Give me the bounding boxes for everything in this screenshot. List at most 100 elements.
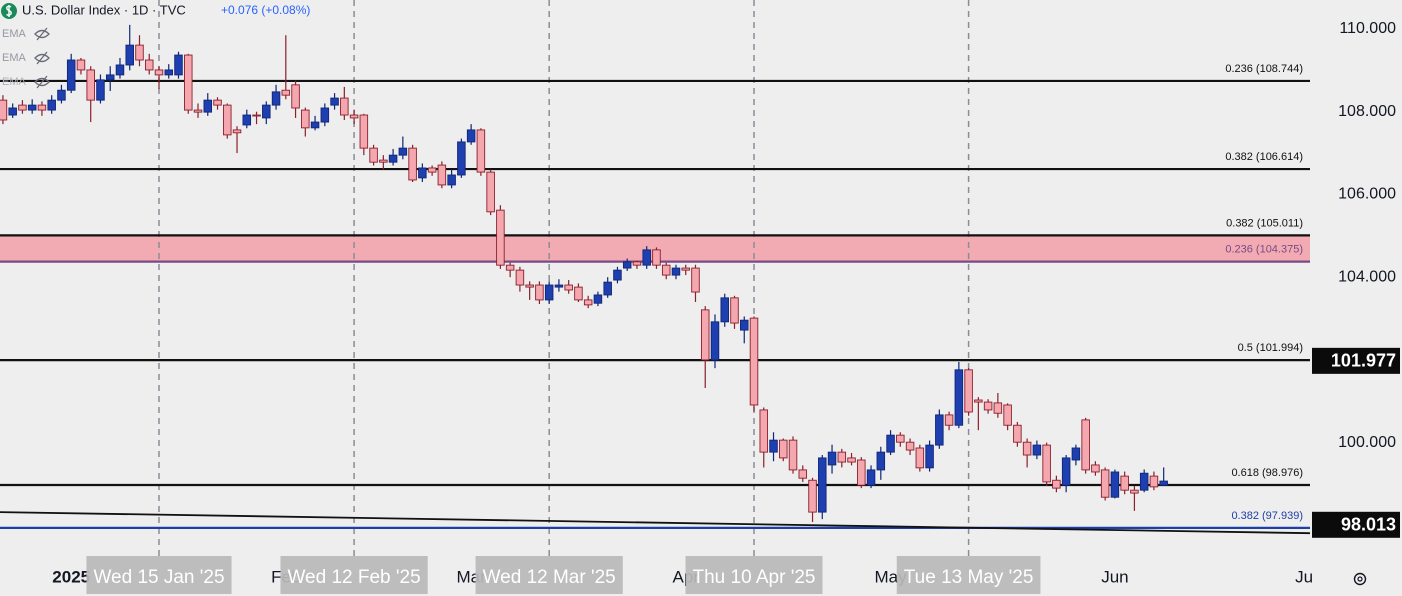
crosshair-date-box [86, 556, 232, 594]
crosshair-date-box [685, 556, 823, 594]
candle-body [184, 54, 193, 111]
candle-body [105, 74, 115, 81]
candle-body [418, 167, 427, 179]
symbol-title: U.S. Dollar Index · 1D · TVC [22, 2, 186, 17]
indicator-label: EMA [2, 52, 27, 64]
candle-body [886, 434, 895, 453]
candle-body [281, 89, 291, 96]
level-label: 0.382 (105.011) [1226, 217, 1303, 229]
candle-body [174, 54, 183, 76]
candle-body [1052, 479, 1061, 489]
candle-body [144, 59, 154, 71]
candle-body [193, 109, 203, 113]
candle-body [27, 104, 37, 111]
candle-body [359, 114, 369, 149]
candle-body [486, 171, 495, 213]
level-label: 0.236 (104.375) [1225, 244, 1303, 256]
eye-off-icon[interactable] [34, 51, 50, 65]
symbol-logo-mark [6, 5, 12, 17]
candle-body [691, 267, 700, 293]
level-label: 0.618 (98.976) [1231, 467, 1303, 479]
candle-body [954, 369, 964, 426]
candle-body [0, 99, 8, 121]
candle-body [944, 414, 954, 426]
candle-body [544, 284, 554, 301]
y-tick-label: 106.000 [1338, 186, 1396, 203]
candle-body [369, 147, 378, 163]
candle-body [320, 107, 330, 123]
candle-body [1130, 489, 1139, 494]
candle-body [115, 64, 125, 76]
candle-body [66, 59, 76, 91]
crosshair-date: Wed 12 Mar '25 [475, 556, 623, 594]
hidden-icons[interactable] [34, 27, 50, 89]
candle-body [818, 457, 827, 513]
price-tag-box [1312, 347, 1400, 374]
candle-body [710, 321, 720, 361]
candle-body [554, 284, 564, 288]
candle-body [291, 84, 300, 109]
crosshair-date: Tue 13 May '25 [896, 556, 1041, 594]
candle-body [349, 114, 359, 119]
crosshair-date: Thu 10 Apr '25 [685, 556, 823, 594]
candle-body [925, 444, 934, 469]
candle-body [164, 69, 173, 76]
candle-body [242, 114, 252, 126]
candle-body [1061, 457, 1071, 486]
crosshair-date-label: Thu 10 Apr '25 [693, 567, 816, 588]
candle-body [1100, 469, 1110, 498]
candle-body [37, 104, 47, 111]
candle-body [1003, 404, 1012, 426]
candle-body [798, 469, 808, 479]
candle-body [535, 284, 544, 301]
y-tick-label: 110.000 [1339, 20, 1396, 37]
candle-body [1022, 441, 1032, 456]
candle-body [632, 261, 642, 266]
candle-body [896, 434, 905, 443]
crosshair-date-box [280, 556, 428, 594]
y-tick-label: 104.000 [1338, 268, 1396, 285]
candle-body [505, 264, 515, 271]
candle-body [203, 99, 213, 113]
candle-body [700, 309, 710, 361]
candle-body [154, 69, 164, 76]
candle-body [769, 439, 778, 453]
settings-icon[interactable] [1353, 572, 1367, 586]
candle-body [398, 147, 408, 156]
candle-body [96, 79, 105, 101]
candle-body [232, 129, 242, 134]
candle-body [496, 209, 505, 266]
candle-body [8, 107, 17, 116]
candle-body [915, 447, 925, 469]
header: U.S. Dollar Index · 1D · TVC +0.076 (+0.… [1, 2, 310, 89]
candle-body [1139, 472, 1149, 491]
candle-body [47, 99, 56, 111]
price-tag-label: 98.013 [1341, 515, 1396, 535]
settings-gear-center[interactable] [1357, 576, 1363, 582]
candle-body [905, 441, 915, 451]
candle-body [57, 89, 66, 101]
crosshair-date-label: Wed 15 Jan '25 [93, 567, 224, 588]
candle-body [427, 167, 437, 173]
indicator-label: EMA [2, 76, 27, 88]
candle-body [1149, 475, 1159, 488]
price-change: +0.076 (+0.08%) [221, 3, 310, 17]
candle-body [642, 249, 651, 266]
crosshair-date-box [475, 556, 623, 594]
candle-body [964, 369, 973, 413]
candle-body [613, 269, 622, 281]
candle-body [86, 69, 95, 101]
candle-body [847, 457, 856, 463]
candle-body [574, 286, 583, 301]
eye-off-icon[interactable] [34, 27, 50, 41]
candle-body [857, 459, 866, 486]
level-label: 0.5 (101.994) [1238, 342, 1303, 354]
candle-body [525, 284, 534, 288]
eye-off-icon[interactable] [34, 75, 50, 89]
settings-gear[interactable] [1353, 572, 1367, 586]
crosshair-date-label: Tue 13 May '25 [904, 567, 1034, 588]
candle-body [808, 479, 817, 513]
candle-body [18, 104, 27, 111]
price-tag-label: 101.977 [1331, 351, 1396, 371]
